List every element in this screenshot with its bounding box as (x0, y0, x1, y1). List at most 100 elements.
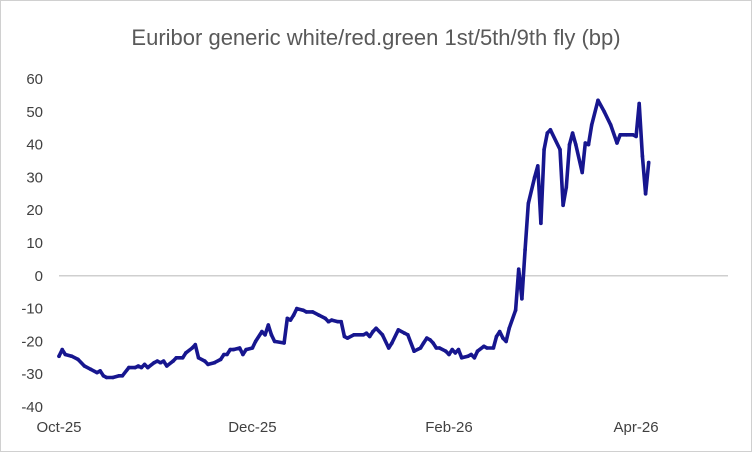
data-point (425, 336, 429, 340)
x-tick-label: Apr-26 (614, 419, 659, 436)
data-point (475, 349, 480, 354)
data-point (646, 160, 651, 165)
data-point (269, 333, 274, 337)
y-tick-label: 60 (26, 71, 43, 88)
data-point (301, 308, 305, 313)
data-point (161, 359, 166, 363)
x-tick-label: Oct-25 (36, 419, 81, 436)
data-point (459, 356, 464, 360)
data-point (212, 360, 217, 365)
data-point (364, 331, 369, 336)
data-point (450, 347, 455, 352)
data-point (390, 341, 394, 345)
data-point (329, 318, 334, 322)
data-point (190, 346, 194, 350)
data-point (453, 351, 458, 355)
x-tick-label: Feb-26 (425, 419, 473, 436)
data-point (266, 323, 271, 327)
data-point (482, 344, 486, 349)
data-point (285, 316, 290, 321)
data-point (95, 370, 99, 375)
data-point (539, 221, 543, 226)
y-tick-label: 40 (26, 137, 43, 154)
data-point (580, 170, 584, 175)
data-point (567, 142, 572, 147)
data-point (361, 333, 366, 337)
data-point (561, 203, 565, 208)
y-tick-label: -30 (21, 366, 43, 383)
data-point (501, 336, 505, 340)
data-point (421, 341, 426, 345)
data-point (291, 313, 296, 318)
data-point (120, 374, 125, 378)
data-point (180, 356, 185, 360)
data-point (155, 359, 160, 363)
data-point (428, 338, 432, 342)
x-tick-label: Dec-25 (228, 419, 276, 436)
data-point (618, 133, 622, 137)
data-point (82, 364, 87, 368)
data-point (225, 352, 229, 357)
data-point (165, 364, 169, 368)
data-point (339, 319, 344, 324)
data-point (193, 342, 198, 347)
data-point (406, 333, 410, 337)
data-point (295, 306, 299, 311)
data-point (111, 375, 115, 380)
data-point (564, 185, 569, 189)
data-point (380, 333, 385, 337)
data-point (133, 365, 137, 370)
data-point (466, 354, 470, 359)
data-point (523, 247, 527, 252)
data-point (63, 352, 68, 357)
data-point (545, 131, 550, 135)
y-axis-ticks: 60 50 40 30 20 10 0 -10 -20 -30 -40 (21, 71, 43, 416)
data-point (608, 123, 613, 127)
data-point (516, 267, 521, 272)
data-point (447, 352, 451, 357)
data-point (203, 359, 207, 363)
data-point (260, 329, 264, 334)
data-point (431, 341, 435, 345)
data-point (542, 147, 546, 152)
data-point (171, 359, 175, 363)
data-point (57, 354, 61, 359)
data-point (513, 308, 518, 313)
data-point (643, 192, 648, 196)
data-point (206, 362, 210, 367)
data-point (586, 142, 591, 147)
y-tick-label: -20 (21, 333, 43, 350)
y-tick-label: -40 (21, 399, 43, 416)
y-tick-label: 20 (26, 202, 43, 219)
data-point (602, 110, 607, 114)
data-point (117, 374, 121, 378)
y-tick-label: 10 (26, 235, 43, 252)
data-point (228, 347, 232, 352)
data-point (272, 339, 277, 344)
data-point (437, 346, 442, 350)
data-point (101, 374, 106, 378)
data-point (444, 349, 448, 354)
data-points (57, 98, 651, 380)
data-point (456, 347, 461, 352)
data-point (152, 360, 156, 365)
data-point (250, 346, 255, 350)
data-point (345, 336, 350, 340)
data-point (570, 131, 575, 135)
data-point (574, 142, 578, 147)
data-point (352, 333, 356, 337)
data-point (485, 346, 489, 350)
data-point (497, 329, 502, 334)
data-point (323, 316, 328, 321)
y-tick-label: 0 (35, 268, 43, 285)
data-point (184, 351, 188, 355)
data-point (142, 362, 147, 367)
data-point (76, 357, 80, 362)
data-point (532, 175, 537, 180)
y-tick-label: 50 (26, 104, 43, 121)
data-point (637, 101, 641, 106)
data-point (507, 326, 512, 331)
data-point (615, 141, 619, 145)
data-point (231, 347, 236, 352)
